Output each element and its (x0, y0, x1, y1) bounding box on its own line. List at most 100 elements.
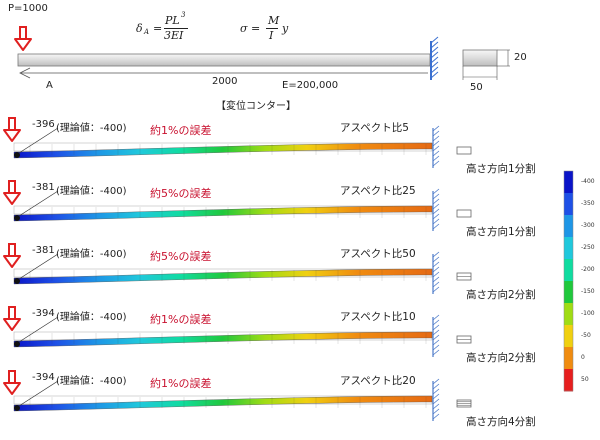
cantilever-beam (17, 53, 431, 67)
modulus-label: E=200,000 (282, 80, 339, 91)
probe-leader-line (18, 127, 59, 154)
probe-leader-line (18, 190, 59, 217)
color-legend (563, 170, 574, 392)
division-label: 高さ方向1分割 (466, 226, 536, 238)
legend-tick-label: -300 (581, 222, 595, 229)
formula-delta-symbol: δ (136, 22, 143, 35)
aspect-ratio-label: アスペクト比10 (340, 311, 416, 323)
mesh-division-icon (456, 399, 472, 408)
legend-tick-label: -200 (581, 266, 595, 273)
probe-leader-line (18, 253, 59, 280)
formula-delta-numerator: PL (165, 14, 180, 27)
probe-point (14, 341, 20, 347)
load-arrow-icon (3, 117, 21, 142)
length-label: 2000 (212, 76, 238, 87)
formula-sigma-bar (266, 28, 278, 29)
section-height-label: 20 (514, 52, 527, 63)
legend-swatch (564, 171, 573, 194)
mesh-lines (29, 333, 427, 344)
legend-swatch (564, 237, 573, 260)
contour-case-1 (3, 117, 472, 168)
contour-case-3 (3, 243, 472, 294)
load-arrow-icon (3, 180, 21, 205)
mesh-lines (29, 144, 427, 155)
legend-swatch (564, 193, 573, 216)
contour-cases (3, 117, 472, 421)
mesh-division-icon (456, 272, 472, 281)
probe-point (14, 405, 20, 411)
mesh-lines (29, 397, 427, 408)
error-label: 約1%の誤差 (150, 377, 212, 390)
division-label: 高さ方向4分割 (466, 416, 536, 428)
probe-point (14, 152, 20, 158)
mesh-division-icon (456, 335, 472, 344)
legend-swatch (564, 325, 573, 348)
error-label: 約1%の誤差 (150, 124, 212, 137)
section-width-label: 50 (470, 82, 483, 93)
formula-sigma-numerator: M (268, 14, 280, 27)
mesh-lines (29, 207, 427, 218)
legend-tick-label: 50 (581, 376, 589, 383)
legend-swatch (564, 303, 573, 326)
formula-delta-exponent: 3 (181, 11, 186, 19)
load-label: P=1000 (8, 3, 48, 14)
cross-section-icon (462, 49, 510, 80)
formula-equals: = (153, 22, 163, 35)
probe-point (14, 215, 20, 221)
fixed-support-icon (432, 378, 440, 421)
fixed-support-icon (430, 36, 439, 80)
deformed-beam-contour (13, 331, 433, 348)
legend-tick-label: 0 (581, 354, 585, 361)
legend-swatch (564, 215, 573, 238)
point-a-label: A (46, 80, 53, 91)
fixed-support-icon (432, 188, 440, 231)
legend-tick-label: -150 (581, 288, 595, 295)
displacement-value: -381 (32, 182, 55, 193)
legend-swatch (564, 281, 573, 304)
length-dimension-arrow (19, 67, 428, 79)
error-label: 約1%の誤差 (150, 313, 212, 326)
contour-case-2 (3, 180, 472, 231)
load-arrow-icon (14, 26, 32, 51)
probe-leader-line (18, 380, 59, 407)
aspect-ratio-label: アスペクト比50 (340, 248, 416, 260)
theory-value: (理論値：-400) (56, 186, 127, 197)
load-arrow-icon (3, 306, 21, 331)
theory-value: (理論値：-400) (56, 249, 127, 260)
load-arrow-icon (3, 243, 21, 268)
aspect-ratio-label: アスペクト比20 (340, 375, 416, 387)
fixed-support-icon (432, 314, 440, 357)
legend-swatch (564, 259, 573, 282)
theory-value: (理論値：-400) (56, 376, 127, 387)
formula-sigma-denominator: I (269, 29, 274, 42)
contour-case-5 (3, 370, 472, 421)
legend-tick-label: -100 (581, 310, 595, 317)
displacement-value: -394 (32, 372, 55, 383)
legend-tick-label: -250 (581, 244, 595, 251)
formula-delta-denominator: 3EI (164, 29, 184, 42)
displacement-value: -394 (32, 308, 55, 319)
formula-sigma-lhs: σ = (240, 22, 261, 35)
theory-value: (理論値：-400) (56, 123, 127, 134)
deformed-beam-contour (13, 142, 433, 159)
aspect-ratio-label: アスペクト比25 (340, 185, 416, 197)
deformed-beam-contour (13, 205, 433, 222)
division-label: 高さ方向2分割 (466, 352, 536, 364)
mesh-division-icon (456, 146, 472, 155)
formula-delta-bar (164, 28, 188, 29)
theory-value: (理論値：-400) (56, 312, 127, 323)
legend-swatch (564, 347, 573, 370)
fixed-support-icon (432, 251, 440, 294)
probe-point (14, 278, 20, 284)
deformed-beam-contour (13, 395, 433, 412)
error-label: 約5%の誤差 (150, 250, 212, 263)
legend-tick-label: -350 (581, 200, 595, 207)
legend-tick-label: -50 (581, 332, 591, 339)
formula-delta-subscript: A (144, 28, 150, 36)
formula-sigma-tail: y (282, 22, 289, 35)
legend-tick-label: -400 (581, 178, 595, 185)
section-title: 【変位コンター】 (216, 101, 296, 112)
contour-case-4 (3, 306, 472, 357)
division-label: 高さ方向1分割 (466, 163, 536, 175)
